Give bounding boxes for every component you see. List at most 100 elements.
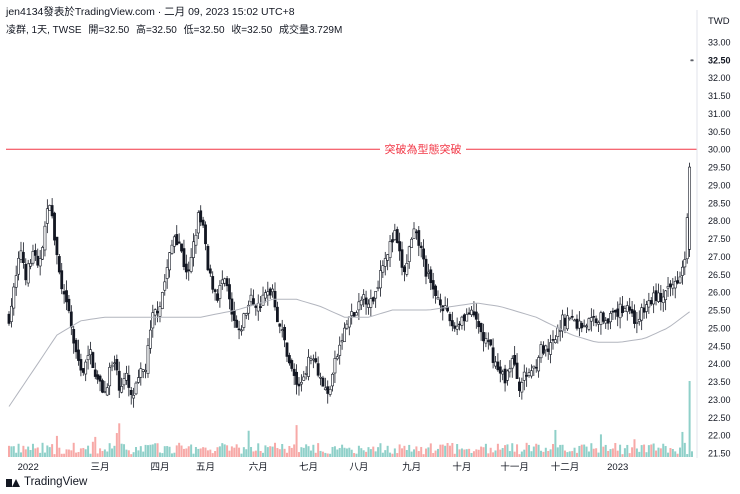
candle-body xyxy=(292,368,296,376)
volume-bar xyxy=(683,442,686,457)
candle-body xyxy=(412,228,416,239)
candle-body xyxy=(474,311,478,320)
volume-bar xyxy=(444,445,447,457)
candle-body xyxy=(96,374,100,380)
candle-body xyxy=(33,250,37,256)
volume-bar xyxy=(238,447,241,457)
candle-body xyxy=(570,315,574,318)
volume-bar xyxy=(151,444,154,457)
volume-bar xyxy=(338,448,341,457)
volume-bar xyxy=(130,454,133,457)
candle-body xyxy=(223,278,227,284)
volume-bar xyxy=(470,452,473,457)
volume-bar xyxy=(528,445,531,457)
volume-bar xyxy=(417,451,420,457)
volume-bar xyxy=(65,449,68,457)
volume-bar xyxy=(616,450,619,457)
volume-bar xyxy=(492,452,495,457)
candle-body xyxy=(508,368,512,373)
candle-body xyxy=(563,317,567,326)
candle-body xyxy=(141,369,145,372)
volume-bar xyxy=(585,446,588,457)
volume-bar xyxy=(285,452,288,457)
volume-bar xyxy=(295,425,298,457)
candle-body xyxy=(98,375,102,382)
volume-bar xyxy=(254,450,257,457)
y-tick-label: 28.00 xyxy=(708,216,731,226)
candle-body xyxy=(417,230,421,246)
volume-bar xyxy=(494,450,497,457)
candle-body xyxy=(247,304,251,314)
candle-body xyxy=(158,306,162,317)
x-tick-label: 七月 xyxy=(299,462,318,473)
volume-bar xyxy=(132,452,135,457)
candle-body xyxy=(24,264,28,281)
candle-body xyxy=(290,360,294,369)
candle-body xyxy=(244,313,248,316)
volume-bar xyxy=(240,453,243,457)
candle-body xyxy=(65,290,68,303)
volume-bar xyxy=(297,452,300,457)
candle-body xyxy=(264,292,267,299)
y-tick-label: 23.00 xyxy=(708,395,731,405)
volume-bar xyxy=(391,453,394,457)
candle-body xyxy=(230,298,234,315)
x-tick-label: 五月 xyxy=(196,462,215,473)
tradingview-brand[interactable]: TradingView xyxy=(6,476,87,488)
candle-body xyxy=(542,345,545,354)
candle-body xyxy=(573,319,576,322)
volume-bar xyxy=(278,449,281,457)
volume-bar xyxy=(451,443,454,457)
volume-bar xyxy=(679,447,682,457)
candle-body xyxy=(213,289,217,292)
volume-bar xyxy=(537,444,540,457)
candle-body xyxy=(379,270,382,289)
volume-bar xyxy=(305,444,308,457)
candle-body xyxy=(132,395,136,399)
candle-body xyxy=(280,329,284,332)
candle-body xyxy=(137,377,140,383)
candle-body xyxy=(664,290,668,300)
volume-bar xyxy=(51,444,54,457)
candle-body xyxy=(479,323,483,333)
volume-bar xyxy=(489,447,492,457)
y-tick-label: 30.50 xyxy=(708,127,731,137)
volume-bar xyxy=(357,445,360,457)
volume-bar xyxy=(513,451,516,457)
volume-bar xyxy=(214,451,217,457)
candle-body xyxy=(19,250,23,260)
candle-body xyxy=(172,236,176,247)
volume-bar xyxy=(362,450,365,457)
candle-body xyxy=(395,229,399,243)
volume-bar xyxy=(321,451,324,457)
candle-body xyxy=(666,286,670,289)
candle-body xyxy=(41,247,44,260)
candle-body xyxy=(374,291,378,299)
volume-bar xyxy=(578,445,581,457)
volume-bar xyxy=(34,448,37,457)
candle-body xyxy=(450,320,454,327)
high-value: 高=32.50 xyxy=(136,25,177,36)
volume-bar xyxy=(398,444,401,457)
candle-body xyxy=(21,252,25,263)
candle-body xyxy=(671,284,675,289)
candle-body xyxy=(335,356,339,360)
candle-body xyxy=(400,249,404,268)
candle-body xyxy=(393,230,397,240)
volume-bar xyxy=(329,453,332,457)
candle-body xyxy=(249,294,253,303)
y-tick-label: 33.00 xyxy=(708,38,731,48)
candle-body xyxy=(163,281,167,291)
volume-bar xyxy=(575,452,578,457)
candle-body xyxy=(367,303,370,308)
candle-body xyxy=(388,241,392,258)
tradingview-logo-icon xyxy=(6,477,20,487)
candle-body xyxy=(38,258,42,267)
volume-bar xyxy=(487,453,490,457)
candle-body xyxy=(506,370,509,381)
x-tick-label: 2022 xyxy=(18,462,39,473)
x-tick-label: 十二月 xyxy=(551,461,580,473)
volume-bar xyxy=(434,450,437,457)
volume-bar xyxy=(655,450,658,457)
